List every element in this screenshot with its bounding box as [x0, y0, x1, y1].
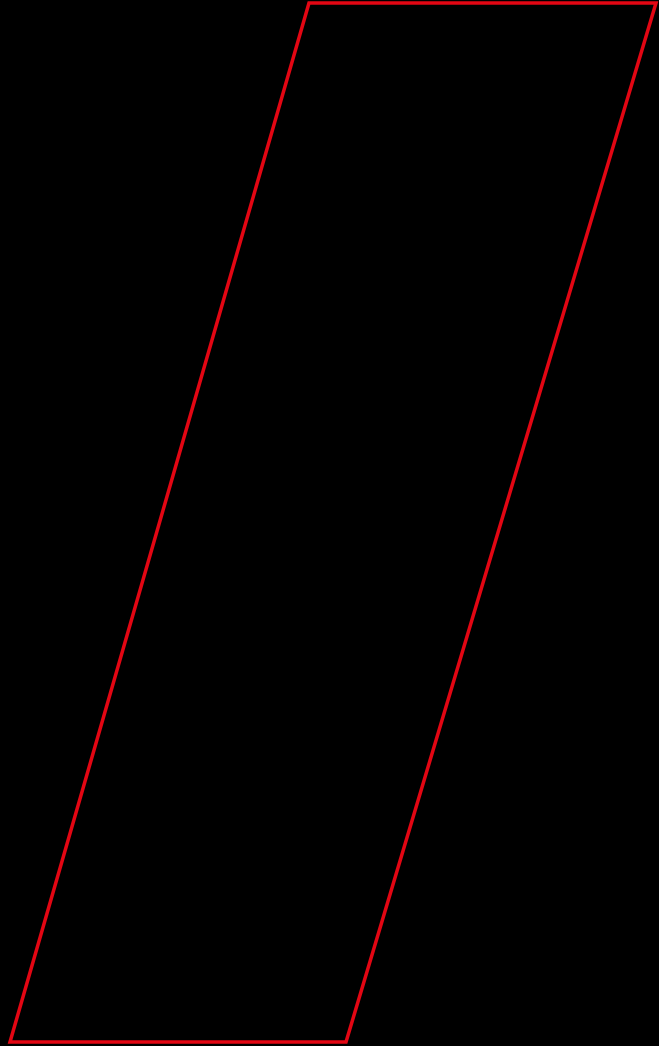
red-parallelogram-outline: [7, 1, 659, 1044]
